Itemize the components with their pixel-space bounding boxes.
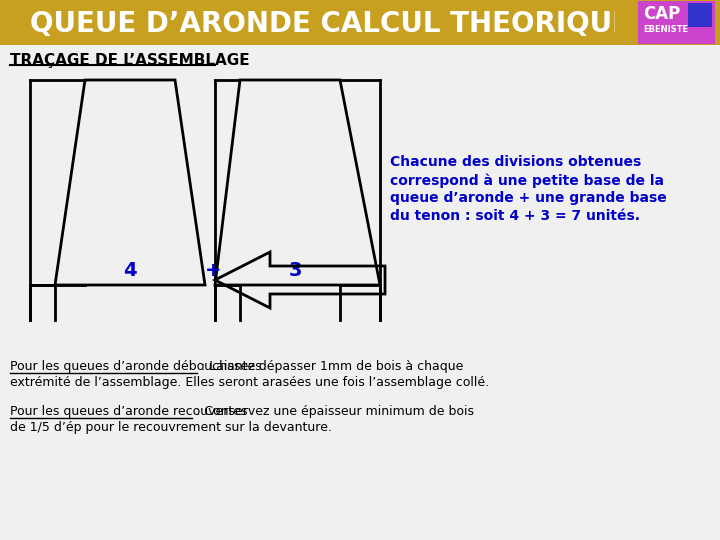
Text: TRAÇAGE DE L’ASSEMBLAGE: TRAÇAGE DE L’ASSEMBLAGE [10,52,250,68]
Text: Pour les queues d’aronde débouchantes: Pour les queues d’aronde débouchantes [10,360,262,373]
Bar [688,3,712,27]
Text: de 1/5 d’ép pour le recouvrement sur la devanture.: de 1/5 d’ép pour le recouvrement sur la … [10,421,332,434]
Text: Pour les queues d’aronde recouvertes: Pour les queues d’aronde recouvertes [10,405,248,418]
Text: : Laissez dépasser 1mm de bois à chaque: : Laissez dépasser 1mm de bois à chaque [197,360,463,373]
Text: Chacune des divisions obtenues: Chacune des divisions obtenues [390,155,642,169]
Text: 3: 3 [288,260,302,280]
Text: extrémité de l’assemblage. Elles seront arasées une fois l’assemblage collé.: extrémité de l’assemblage. Elles seront … [10,376,489,389]
Text: QUEUE D’ARONDE CALCUL THEORIQUE: QUEUE D’ARONDE CALCUL THEORIQUE [30,10,631,38]
Text: du tenon : soit 4 + 3 = 7 unités.: du tenon : soit 4 + 3 = 7 unités. [390,209,640,223]
Text: +: + [204,260,221,280]
Bar [638,1,715,44]
Text: 4: 4 [123,260,137,280]
Bar [615,1,715,44]
Text: CAP: CAP [643,5,680,23]
Text: EBENISTE: EBENISTE [643,25,688,35]
Text: : Conservez une épaisseur minimum de bois: : Conservez une épaisseur minimum de boi… [192,405,474,418]
Text: queue d’aronde + une grande base: queue d’aronde + une grande base [390,191,667,205]
Text: correspond à une petite base de la: correspond à une petite base de la [390,173,664,187]
Bar [0,0,720,45]
Polygon shape [215,80,380,285]
